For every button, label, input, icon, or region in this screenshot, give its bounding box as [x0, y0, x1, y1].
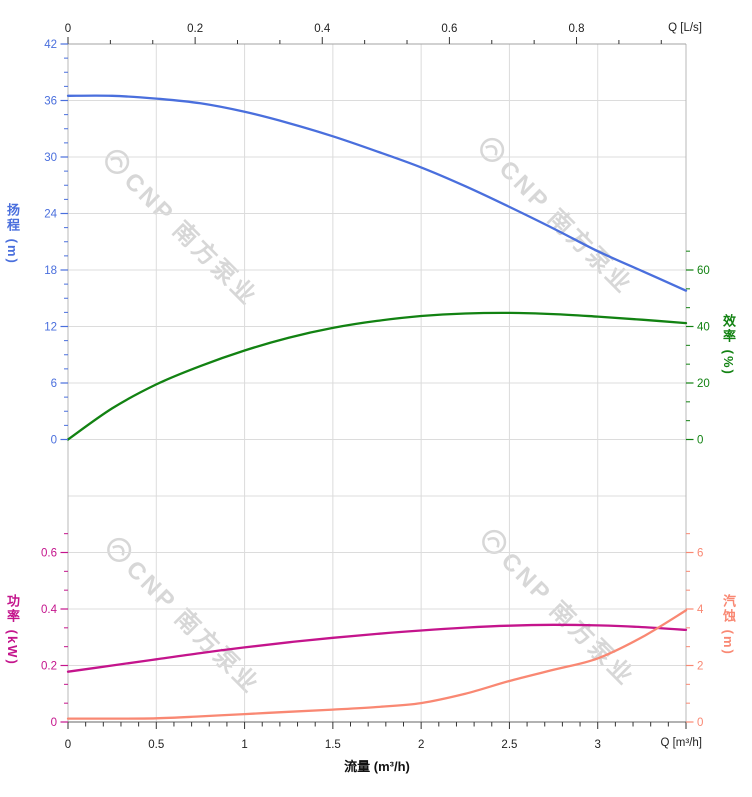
svg-text:0: 0 — [51, 717, 57, 729]
top-axis-unit-label: Q [L/s] — [668, 22, 702, 34]
power-axis: 0 0.2 0.4 0.6 — [41, 533, 68, 729]
npsh-axis-title: 汽蚀 (m) — [721, 594, 736, 656]
svg-text:0.5: 0.5 — [148, 739, 164, 751]
curve-head — [66, 94, 688, 292]
svg-text:12: 12 — [44, 322, 57, 334]
svg-text:0.2: 0.2 — [41, 661, 57, 673]
svg-text:1.5: 1.5 — [325, 739, 341, 751]
svg-text:0.4: 0.4 — [41, 604, 58, 616]
head-axis: 0 6 12 18 24 30 36 42 — [44, 39, 68, 447]
svg-text:0: 0 — [697, 435, 703, 447]
svg-text:0: 0 — [51, 435, 57, 447]
grid-lines — [68, 44, 686, 722]
svg-text:2: 2 — [418, 739, 424, 751]
svg-text:0.2: 0.2 — [187, 23, 203, 35]
npsh-curve — [66, 609, 688, 720]
npsh-axis: 0 2 4 6 — [686, 533, 704, 729]
svg-text:1: 1 — [241, 739, 247, 751]
svg-text:18: 18 — [44, 265, 57, 277]
svg-text:60: 60 — [697, 265, 710, 277]
efficiency-axis-title: 效率 (%) — [721, 314, 736, 376]
flow-axis-title: 流量 (m³/h) — [344, 759, 410, 774]
svg-text:0.4: 0.4 — [314, 23, 331, 35]
head-axis-title: 扬程 (m) — [5, 203, 20, 265]
curve-power — [66, 623, 688, 673]
curve-npsh — [66, 609, 688, 720]
bottom-x-axis: 0 0.5 1 1.5 2 2.5 3 — [65, 722, 687, 751]
top-x-axis: 0 0.2 0.4 0.6 0.8 — [65, 23, 662, 44]
svg-text:40: 40 — [697, 322, 710, 334]
svg-text:4: 4 — [697, 604, 704, 616]
svg-text:6: 6 — [51, 378, 57, 390]
svg-text:6: 6 — [697, 548, 703, 560]
curve-efficiency — [66, 311, 688, 441]
efficiency-curve — [66, 311, 688, 441]
svg-text:0.6: 0.6 — [441, 23, 457, 35]
svg-text:0: 0 — [65, 739, 71, 751]
svg-text:20: 20 — [697, 378, 710, 390]
head-curve — [66, 94, 688, 292]
svg-text:2: 2 — [697, 661, 703, 673]
svg-text:36: 36 — [44, 96, 57, 108]
efficiency-axis: 0 20 40 60 — [686, 250, 710, 447]
svg-text:30: 30 — [44, 152, 57, 164]
svg-text:0.8: 0.8 — [569, 23, 585, 35]
svg-text:2.5: 2.5 — [501, 739, 517, 751]
power-curve — [66, 623, 688, 673]
power-axis-title: 功率 (kW) — [5, 594, 20, 666]
svg-text:24: 24 — [44, 209, 57, 221]
svg-text:0: 0 — [65, 23, 71, 35]
svg-text:42: 42 — [44, 39, 57, 51]
svg-text:3: 3 — [595, 739, 601, 751]
svg-text:0.6: 0.6 — [41, 548, 57, 560]
bottom-axis-unit-label: Q [m³/h] — [660, 737, 702, 749]
svg-text:0: 0 — [697, 717, 703, 729]
